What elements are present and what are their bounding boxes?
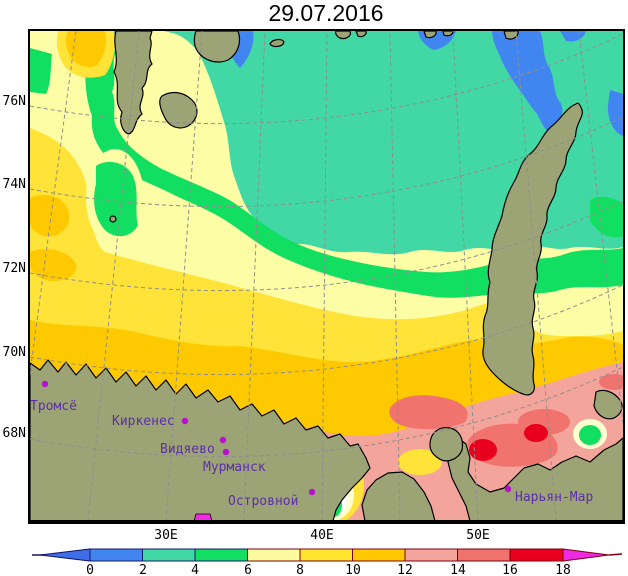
colorbar-ticks: 0 2 4 6 8 10 12 14 16 18 (86, 563, 571, 576)
colorbar-right-tail (608, 553, 623, 556)
land-fjl-islet (355, 31, 367, 38)
sst-region-8-10-coast-spot (398, 449, 442, 475)
sst-region-16-18 (469, 439, 497, 461)
colorbar-segment-10-12 (352, 548, 406, 562)
city-dot-murmansk (222, 448, 230, 456)
latitude-line-70n (30, 284, 623, 376)
city-label-naryan-mar: Нарьян-Мар (515, 490, 593, 505)
colorbar-tick-16: 16 (502, 563, 518, 576)
graticule (30, 31, 623, 521)
latitude-line-72n (30, 200, 623, 292)
lat-label-70n: 70N (3, 345, 26, 360)
latitude-line-68n (30, 366, 623, 458)
land-novaya-zemlya (482, 102, 583, 396)
colorbar-tick-18: 18 (555, 563, 571, 576)
land-fjl-islet (442, 31, 454, 37)
sst-region-14-16 (599, 374, 623, 390)
colorbar-segment-16-18 (509, 548, 564, 562)
land-fjl-islet (335, 31, 351, 40)
sst-region-4-6-pocket (94, 161, 138, 237)
land-svalbard-nordaustlandet (193, 31, 241, 63)
colorbar-segment-8-10 (299, 548, 353, 562)
sst-region-0-2 (492, 31, 563, 126)
sst-region-above-18 (193, 513, 213, 521)
colorbar-tick-14: 14 (450, 563, 466, 576)
land-fjl-islet (503, 31, 519, 40)
colorbar-segment-14-16 (457, 548, 511, 562)
land-kanin-russia (447, 437, 623, 521)
city-label-vidyaevo: Видяево (160, 442, 215, 457)
land-kolguev-island (429, 427, 464, 462)
city-label-murmansk: Мурманск (203, 460, 266, 475)
lat-label-76n: 76N (3, 94, 26, 109)
land-bear-island (109, 215, 117, 223)
lat-label-68n: 68N (3, 426, 26, 441)
lon-label-50e: 50E (466, 528, 489, 543)
sst-region-10-12-blob (30, 194, 70, 237)
colorbar-above-arrow (562, 548, 610, 562)
longitude-labels: 30E 40E 50E (154, 528, 489, 543)
sst-region-16-18 (524, 424, 548, 442)
colorbar-segment-2-4 (142, 548, 196, 562)
city-label-ostrovnoy: Островной (228, 494, 298, 509)
colorbar-segment-6-8 (247, 548, 301, 562)
land-svalbard-edgeoya (159, 91, 198, 129)
meridian-60e (578, 31, 623, 428)
colorbar-segment-4-6 (194, 548, 248, 562)
colorbar-segment-0-2 (89, 548, 143, 562)
latitude-line-76n (30, 33, 623, 125)
sst-region-4-6-band (85, 40, 623, 298)
meridian-35e (243, 31, 266, 521)
meridian-40e (321, 31, 328, 521)
sst-region-10-12-blob (30, 249, 77, 281)
colorbar-tick-4: 4 (191, 563, 199, 576)
sst-region-10-12-corner (66, 31, 106, 68)
city-dot-ostrovnoy (308, 488, 316, 496)
meridian-30e (165, 31, 203, 521)
latitude-labels: 76N 74N 72N 70N 68N (3, 94, 26, 441)
colorbar-tick-6: 6 (244, 563, 252, 576)
city-dot-kirkenes (181, 417, 189, 425)
colorbar-tick-8: 8 (296, 563, 304, 576)
meridian-45e (389, 31, 401, 521)
latitude-line-74n (30, 116, 623, 208)
land-terskiy-coast (361, 471, 436, 521)
lon-label-40e: 40E (310, 528, 333, 543)
colorbar-tick-2: 2 (139, 563, 147, 576)
sst-region-4-6-left-strip (30, 48, 52, 94)
land-fjl-islet (423, 31, 437, 39)
land-svalbard-main (113, 31, 153, 135)
land-scandinavia-kola (30, 359, 371, 521)
meridian-50e (452, 31, 479, 521)
colorbar-below-arrow (39, 548, 91, 562)
colorbar-tick-10: 10 (345, 563, 361, 576)
lat-label-74n: 74N (3, 177, 26, 192)
land-kvitoya-islet (269, 38, 285, 48)
city-label-tromso: Тромсё (30, 399, 77, 414)
land-vaygach-island (593, 389, 623, 420)
colorbar-tick-0: 0 (86, 563, 94, 576)
colorbar-segment-12-14 (404, 548, 458, 562)
sst-region-0-2 (607, 90, 623, 136)
meridian-55e (515, 31, 557, 521)
meridian-25e (87, 31, 140, 521)
city-label-kirkenes: Киркенес (112, 414, 175, 429)
city-markers: Тромсё Киркенес Видяево Мурманск Островн… (30, 380, 593, 509)
sst-region-14-16 (389, 395, 468, 430)
lon-label-30e: 30E (154, 528, 177, 543)
city-dot-vidyaevo (219, 436, 227, 444)
city-dot-naryan-mar (504, 485, 512, 493)
temperature-colorbar: 0 2 4 6 8 10 12 14 16 18 (32, 548, 623, 576)
lat-label-72n: 72N (3, 261, 26, 276)
map-title: 29.07.2016 (268, 0, 383, 26)
meridian-20e (30, 31, 77, 377)
sst-spot-east-green (579, 425, 601, 445)
colorbar-tick-12: 12 (397, 563, 413, 576)
city-dot-tromso (41, 380, 49, 388)
